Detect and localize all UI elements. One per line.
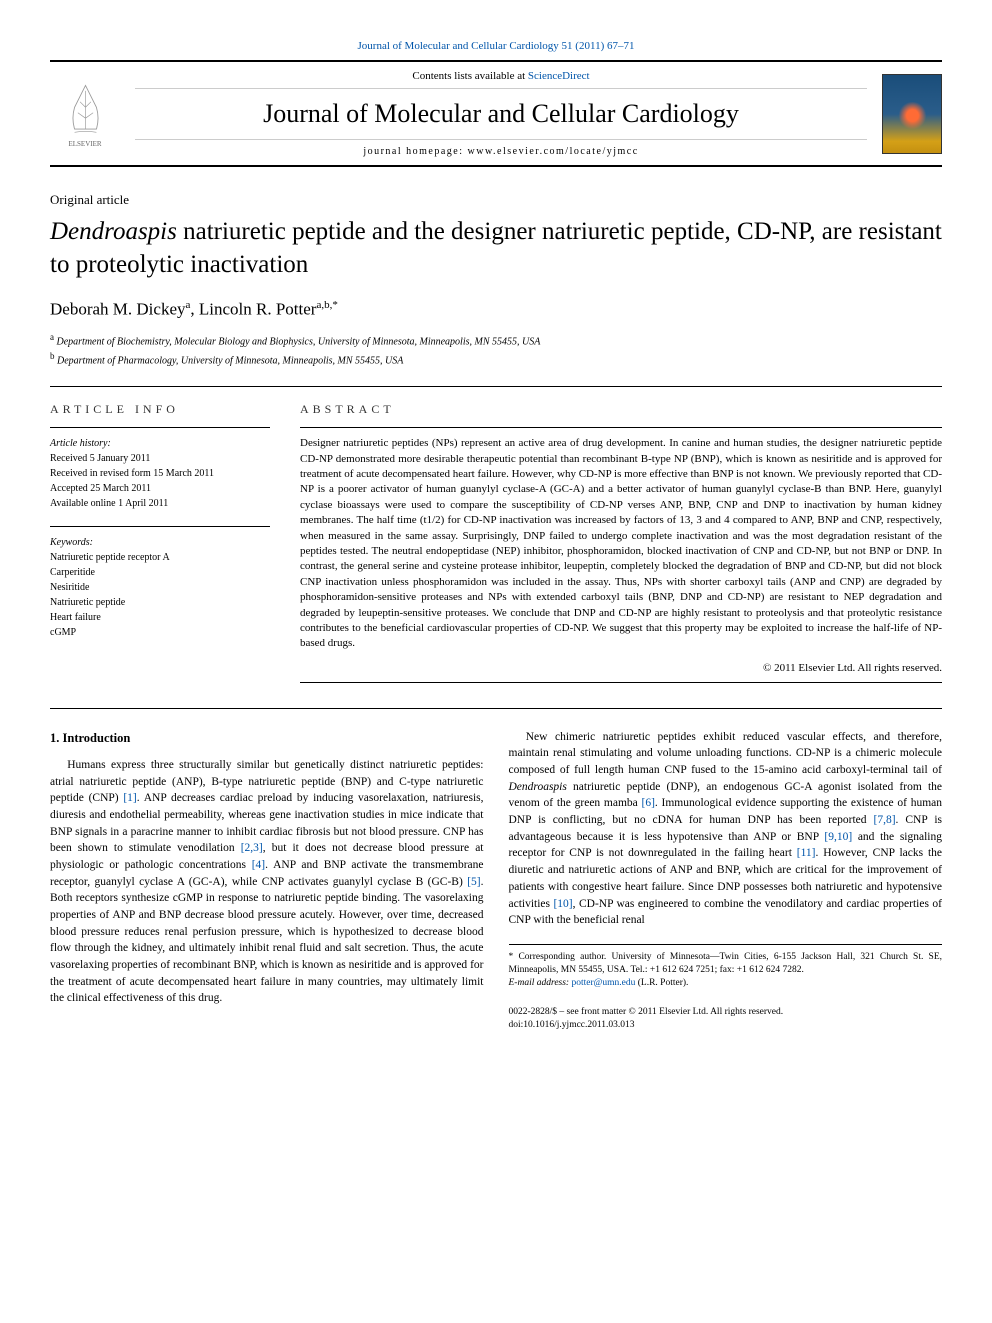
title-italic: Dendroaspis xyxy=(50,218,177,245)
ref-link-5[interactable]: [5] xyxy=(467,876,480,888)
intro-paragraph-1: Humans express three structurally simila… xyxy=(50,757,484,1007)
author-2: Lincoln R. Potter xyxy=(199,300,317,319)
contents-prefix: Contents lists available at xyxy=(412,70,527,82)
intro-paragraph-2: New chimeric natriuretic peptides exhibi… xyxy=(509,729,943,929)
p2-pre: New chimeric natriuretic peptides exhibi… xyxy=(509,731,943,776)
journal-title: Journal of Molecular and Cellular Cardio… xyxy=(135,99,867,129)
corr-text: Corresponding author. University of Minn… xyxy=(509,952,943,975)
keyword-4: Natriuretic peptide xyxy=(50,595,270,610)
keywords-block: Keywords: Natriuretic peptide receptor A… xyxy=(50,535,270,640)
affil-a-text: Department of Biochemistry, Molecular Bi… xyxy=(54,336,540,347)
doi-line: doi:10.1016/j.yjmcc.2011.03.013 xyxy=(509,1019,943,1032)
keyword-3: Nesiritide xyxy=(50,580,270,595)
ref-link-910[interactable]: [9,10] xyxy=(824,831,852,843)
journal-header: ELSEVIER Contents lists available at Sci… xyxy=(50,60,942,167)
history-label: Article history: xyxy=(50,436,270,451)
corresponding-star-icon: * xyxy=(332,299,338,311)
citation-link: Journal of Molecular and Cellular Cardio… xyxy=(50,40,942,52)
elsevier-tree-icon xyxy=(58,80,113,140)
section-1-heading: 1. Introduction xyxy=(50,729,484,747)
ref-link-11[interactable]: [11] xyxy=(797,847,816,859)
keywords-label: Keywords: xyxy=(50,535,270,550)
abstract-copyright: © 2011 Elsevier Ltd. All rights reserved… xyxy=(300,662,942,674)
ref-link-23[interactable]: [2,3] xyxy=(241,842,263,854)
abstract-heading: ABSTRACT xyxy=(300,402,942,417)
title-rest: natriuretic peptide and the designer nat… xyxy=(50,218,942,278)
accepted-date: Accepted 25 March 2011 xyxy=(50,481,270,496)
article-title: Dendroaspis natriuretic peptide and the … xyxy=(50,216,942,281)
body-divider xyxy=(50,708,942,709)
contents-available: Contents lists available at ScienceDirec… xyxy=(135,70,867,89)
keyword-1: Natriuretic peptide receptor A xyxy=(50,550,270,565)
article-type: Original article xyxy=(50,192,942,208)
affiliation-b: b Department of Pharmacology, University… xyxy=(50,351,942,366)
homepage-url: www.elsevier.com/locate/yjmcc xyxy=(468,146,639,157)
email-label: E-mail address: xyxy=(509,978,570,988)
revised-date: Received in revised form 15 March 2011 xyxy=(50,466,270,481)
sciencedirect-link[interactable]: ScienceDirect xyxy=(528,70,590,82)
abstract-rule xyxy=(300,427,942,428)
divider-rule xyxy=(50,386,942,387)
abstract-text: Designer natriuretic peptides (NPs) repr… xyxy=(300,436,942,651)
keyword-2: Carperitide xyxy=(50,565,270,580)
homepage-prefix: journal homepage: xyxy=(363,146,467,157)
keyword-6: cGMP xyxy=(50,625,270,640)
affil-b-text: Department of Pharmacology, University o… xyxy=(55,355,404,366)
article-history: Article history: Received 5 January 2011… xyxy=(50,436,270,511)
online-date: Available online 1 April 2011 xyxy=(50,496,270,511)
ref-link-4[interactable]: [4] xyxy=(252,859,265,871)
info-rule-2 xyxy=(50,526,270,527)
bottom-meta: 0022-2828/$ – see front matter © 2011 El… xyxy=(509,1006,943,1033)
ref-link-78[interactable]: [7,8] xyxy=(873,814,895,826)
citation-anchor[interactable]: Journal of Molecular and Cellular Cardio… xyxy=(358,40,635,52)
corresponding-footnote: * Corresponding author. University of Mi… xyxy=(509,951,943,978)
abstract-rule-bottom xyxy=(300,682,942,683)
journal-cover-thumbnail xyxy=(882,74,942,154)
publisher-logo: ELSEVIER xyxy=(50,71,120,156)
keyword-5: Heart failure xyxy=(50,610,270,625)
ref-link-6[interactable]: [6] xyxy=(642,797,655,809)
issn-line: 0022-2828/$ – see front matter © 2011 El… xyxy=(509,1006,943,1019)
footnotes-block: * Corresponding author. University of Mi… xyxy=(509,944,943,1032)
ref-link-10[interactable]: [10] xyxy=(553,898,572,910)
p1-end: . Both receptors synthesize cGMP in resp… xyxy=(50,876,484,1005)
article-info-heading: ARTICLE INFO xyxy=(50,402,270,417)
received-date: Received 5 January 2011 xyxy=(50,451,270,466)
ref-link-1[interactable]: [1] xyxy=(123,792,136,804)
p2-end: , CD-NP was engineered to combine the ve… xyxy=(509,898,943,927)
article-body: 1. Introduction Humans express three str… xyxy=(50,729,942,1033)
author-1: Deborah M. Dickey xyxy=(50,300,186,319)
p2-italic: Dendroaspis xyxy=(509,781,567,793)
author-2-sup: a,b, xyxy=(316,299,332,311)
affiliation-a: a Department of Biochemistry, Molecular … xyxy=(50,332,942,347)
email-link[interactable]: potter@umn.edu xyxy=(571,978,635,988)
email-footnote: E-mail address: potter@umn.edu (L.R. Pot… xyxy=(509,977,943,990)
elsevier-label: ELSEVIER xyxy=(68,140,101,148)
info-rule xyxy=(50,427,270,428)
author-list: Deborah M. Dickeya, Lincoln R. Pottera,b… xyxy=(50,299,942,320)
journal-homepage: journal homepage: www.elsevier.com/locat… xyxy=(135,139,867,157)
email-suffix: (L.R. Potter). xyxy=(635,978,688,988)
author-1-sup: a xyxy=(186,299,191,311)
